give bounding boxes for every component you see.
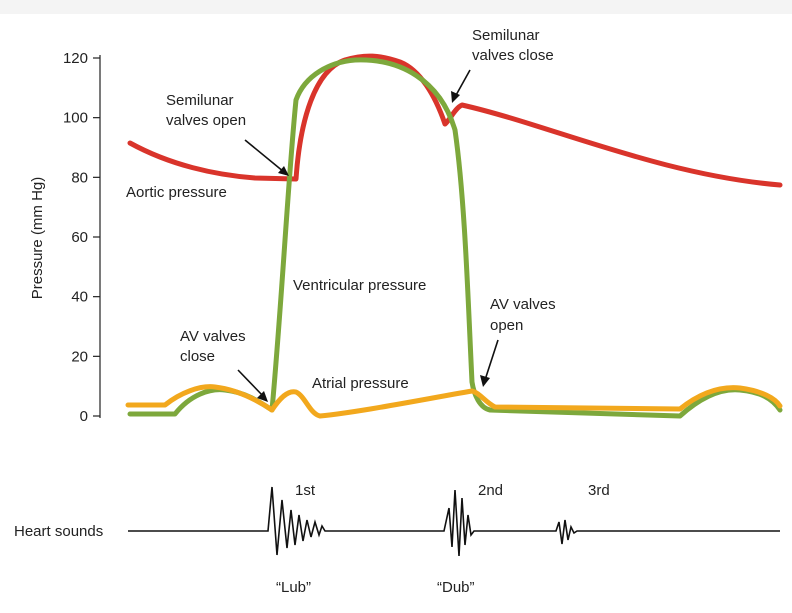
y-tick-label: 80 — [71, 169, 88, 186]
top-strip — [0, 0, 792, 14]
atrial-pressure-curve — [125, 384, 783, 419]
av-open-line1: AV valves — [490, 296, 556, 313]
lub-label: “Lub” — [276, 579, 311, 596]
av-open-line2: open — [490, 317, 523, 334]
semilunar-open-line1: Semilunar — [166, 92, 234, 109]
semilunar-close-arrowhead — [451, 91, 460, 103]
semilunar-open-arrowhead — [278, 166, 289, 176]
aortic-pressure-label: Aortic pressure — [126, 184, 227, 201]
av-close-arrowhead — [257, 391, 268, 402]
av-close-line1: AV valves — [180, 328, 246, 345]
y-tick-label: 120 — [63, 50, 88, 67]
av-close-annotation: AV valves close — [180, 328, 268, 402]
av-open-annotation: AV valves open — [480, 296, 556, 387]
first-sound-label: 1st — [295, 482, 316, 499]
av-open-arrow — [484, 339, 499, 381]
semilunar-open-annotation: Semilunar valves open — [166, 92, 289, 176]
av-open-arrowhead — [480, 375, 490, 387]
semilunar-open-arrow — [244, 139, 285, 173]
semilunar-close-line1: Semilunar — [472, 27, 540, 44]
heart-sounds-trace — [128, 486, 780, 557]
dub-label: “Dub” — [437, 579, 475, 596]
atrial-pressure-label: Atrial pressure — [312, 375, 409, 392]
y-axis-label: Pressure (mm Hg) — [29, 177, 46, 300]
y-ticks: 0 20 40 60 80 100 120 — [63, 50, 100, 425]
semilunar-close-arrow — [454, 69, 471, 98]
av-close-line2: close — [180, 348, 215, 365]
semilunar-close-annotation: Semilunar valves close — [451, 27, 554, 103]
av-close-arrow — [237, 369, 265, 398]
y-tick-label: 0 — [80, 408, 88, 425]
second-sound-label: 2nd — [478, 482, 503, 499]
aortic-pressure-curve — [127, 53, 783, 188]
heart-sounds-label: Heart sounds — [14, 523, 103, 540]
y-tick-label: 60 — [71, 229, 88, 246]
semilunar-open-line2: valves open — [166, 112, 246, 129]
y-tick-label: 100 — [63, 110, 88, 127]
y-tick-label: 20 — [71, 348, 88, 365]
ventricular-pressure-label: Ventricular pressure — [293, 277, 426, 294]
y-tick-label: 40 — [71, 289, 88, 306]
third-sound-label: 3rd — [588, 482, 610, 499]
semilunar-close-line2: valves close — [472, 47, 554, 64]
